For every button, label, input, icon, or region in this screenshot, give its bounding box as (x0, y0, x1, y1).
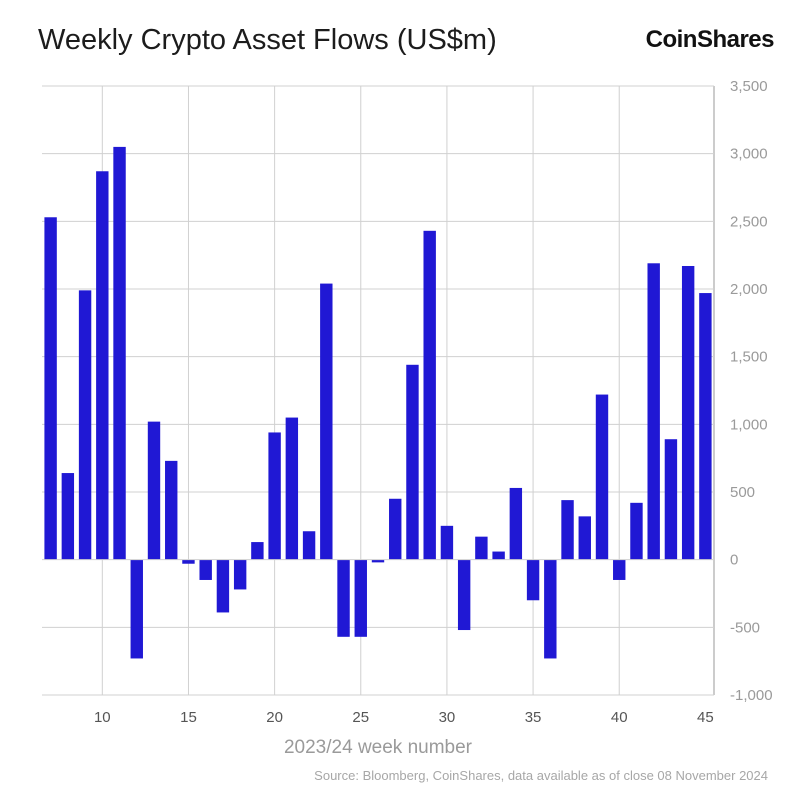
bar-week-33 (492, 551, 505, 560)
bar-week-9 (78, 290, 92, 560)
bar-week-42 (647, 263, 660, 560)
x-tick-label: 15 (180, 709, 197, 726)
x-tick-label: 45 (697, 709, 714, 726)
bar-week-22 (302, 531, 316, 560)
bar-week-15 (182, 559, 195, 564)
bar-week-38 (578, 516, 591, 560)
bar-week-35 (526, 559, 540, 601)
horizontal-gridlines (42, 85, 714, 696)
y-tick-label: 1,000 (730, 416, 768, 433)
bar-week-41 (630, 502, 643, 560)
x-tick-label: 35 (525, 709, 542, 726)
x-tick-label: 30 (439, 709, 456, 726)
y-tick-label: 2,000 (730, 281, 768, 298)
bar-week-19 (251, 542, 264, 560)
bar-week-7 (44, 217, 57, 560)
bar-week-16 (199, 559, 212, 580)
bar-week-40 (613, 559, 626, 580)
x-axis-label: 2023/24 week number (284, 737, 473, 758)
bar-week-10 (96, 171, 109, 560)
bar-week-12 (130, 559, 143, 659)
source-note: Source: Bloomberg, CoinShares, data avai… (314, 768, 768, 783)
bar-week-34 (509, 487, 523, 560)
bar-week-37 (561, 500, 574, 560)
y-axis-tick-labels: -1,000 -500 0 500 1,000 1,500 2,000 2,500 3,000 3… (730, 78, 773, 704)
y-tick-label: 1,500 (730, 349, 768, 366)
bar-week-28 (406, 364, 419, 560)
bar-week-36 (544, 559, 557, 659)
bar-week-30 (440, 525, 454, 560)
bar-week-20 (268, 432, 281, 560)
bar-week-11 (113, 146, 126, 560)
bar-week-21 (285, 417, 299, 560)
y-tick-label: 0 (730, 552, 738, 569)
x-tick-label: 10 (94, 709, 111, 726)
x-axis-tick-labels: 10 15 20 25 30 35 40 45 (94, 709, 714, 726)
bar-week-43 (664, 439, 678, 560)
bar-week-26 (371, 559, 385, 563)
bar-week-31 (457, 559, 471, 631)
y-tick-label: 3,500 (730, 78, 768, 95)
bar-series (44, 146, 712, 659)
bar-week-44 (681, 265, 695, 560)
x-tick-label: 25 (352, 709, 369, 726)
y-tick-label: 500 (730, 484, 755, 501)
coinshares-logo: CoinShares (645, 26, 775, 53)
y-tick-label: -1,000 (730, 687, 773, 704)
chart-title: Weekly Crypto Asset Flows (US$m) (38, 24, 497, 56)
bar-week-8 (61, 473, 75, 560)
bar-week-29 (423, 230, 436, 560)
bar-week-18 (233, 559, 247, 590)
x-tick-label: 20 (266, 709, 283, 726)
bar-week-14 (165, 460, 178, 560)
y-tick-label: 2,500 (730, 213, 768, 230)
bar-week-23 (320, 283, 333, 560)
x-tick-label: 40 (611, 709, 628, 726)
bar-week-25 (354, 559, 367, 637)
bar-week-39 (595, 394, 609, 560)
bar-week-17 (216, 559, 230, 613)
bar-week-32 (475, 536, 488, 560)
bar-week-27 (389, 498, 402, 560)
bar-week-13 (147, 421, 161, 560)
y-tick-label: 3,000 (730, 146, 768, 163)
bar-week-45 (699, 293, 712, 560)
y-tick-label: -500 (730, 619, 760, 636)
bar-week-24 (337, 559, 350, 637)
